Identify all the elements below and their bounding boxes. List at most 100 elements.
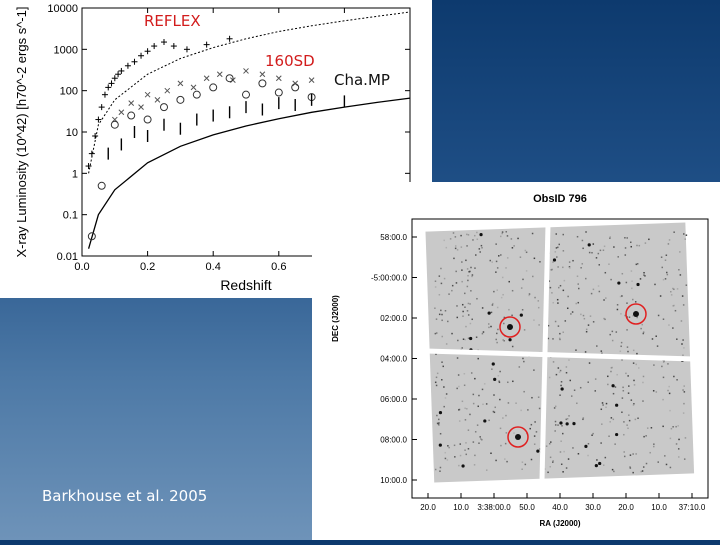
noise-pixel [458, 374, 460, 376]
noise-pixel [598, 285, 600, 287]
noise-pixel [476, 232, 478, 234]
noise-pixel [519, 366, 521, 368]
noise-pixel [585, 351, 587, 353]
xray-source [479, 233, 482, 236]
noise-pixel [593, 321, 595, 323]
noise-pixel [500, 445, 502, 447]
noise-pixel [626, 329, 628, 331]
noise-pixel [661, 366, 663, 368]
noise-pixel [482, 333, 484, 335]
noise-pixel [491, 312, 493, 314]
noise-pixel [578, 302, 580, 304]
noise-pixel [600, 250, 602, 252]
noise-pixel [497, 267, 499, 269]
noise-pixel [580, 267, 582, 269]
noise-pixel [505, 443, 507, 445]
noise-pixel [493, 394, 495, 396]
noise-pixel [629, 420, 631, 422]
noise-pixel [567, 308, 569, 310]
noise-pixel [643, 331, 645, 333]
noise-pixel [677, 288, 679, 290]
noise-pixel [507, 257, 509, 259]
noise-pixel [464, 293, 466, 295]
noise-pixel [607, 376, 609, 378]
noise-pixel [552, 261, 554, 263]
noise-pixel [453, 232, 455, 234]
xray-source [611, 384, 614, 387]
noise-pixel [466, 245, 468, 247]
noise-pixel [486, 403, 488, 405]
noise-pixel [532, 233, 534, 235]
noise-pixel [620, 346, 622, 348]
noise-pixel [668, 324, 670, 326]
noise-pixel [686, 234, 688, 236]
noise-pixel [477, 406, 479, 408]
noise-pixel [638, 367, 640, 369]
y-tick-label: 1000 [54, 44, 78, 56]
noise-pixel [564, 280, 566, 282]
noise-pixel [512, 381, 514, 383]
noise-pixel [605, 272, 607, 274]
noise-pixel [660, 295, 662, 297]
noise-pixel [643, 376, 645, 378]
noise-pixel [441, 361, 443, 363]
noise-pixel [497, 307, 499, 309]
noise-pixel [468, 314, 470, 316]
noise-pixel [481, 247, 483, 249]
xray-source [508, 338, 511, 341]
noise-pixel [511, 238, 513, 240]
noise-pixel [440, 433, 442, 435]
noise-pixel [472, 274, 474, 276]
noise-pixel [627, 428, 629, 430]
noise-pixel [667, 390, 669, 392]
noise-pixel [522, 279, 524, 281]
noise-pixel [632, 472, 634, 474]
noise-pixel [665, 278, 667, 280]
noise-pixel [550, 466, 552, 468]
noise-pixel [502, 339, 504, 341]
noise-pixel [684, 391, 686, 393]
noise-pixel [575, 349, 577, 351]
noise-pixel [439, 294, 441, 296]
noise-pixel [559, 394, 561, 396]
noise-pixel [630, 242, 632, 244]
noise-pixel [584, 318, 586, 320]
noise-pixel [513, 245, 515, 247]
noise-pixel [494, 407, 496, 409]
ra-tick-label: 40.0 [552, 503, 568, 512]
noise-pixel [624, 456, 626, 458]
noise-pixel [470, 323, 472, 325]
cluster-source [633, 311, 639, 317]
noise-pixel [563, 234, 565, 236]
noise-pixel [613, 393, 615, 395]
noise-pixel [551, 269, 553, 271]
noise-pixel [672, 327, 674, 329]
noise-pixel [675, 310, 677, 312]
noise-pixel [455, 236, 457, 238]
noise-pixel [591, 434, 593, 436]
noise-pixel [469, 271, 471, 273]
noise-pixel [483, 331, 485, 333]
noise-pixel [502, 417, 504, 419]
noise-pixel [517, 238, 519, 240]
noise-pixel [682, 295, 684, 297]
noise-pixel [552, 338, 554, 340]
noise-pixel [560, 285, 562, 287]
noise-pixel [488, 420, 490, 422]
noise-pixel [524, 329, 526, 331]
noise-pixel [657, 345, 659, 347]
noise-pixel [443, 406, 445, 408]
noise-pixel [632, 453, 634, 455]
noise-pixel [587, 381, 589, 383]
noise-pixel [521, 469, 523, 471]
noise-pixel [462, 311, 464, 313]
noise-pixel [609, 334, 611, 336]
sd160-label: 160SD [265, 52, 315, 70]
noise-pixel [523, 391, 525, 393]
noise-pixel [661, 256, 663, 258]
noise-pixel [657, 461, 659, 463]
noise-pixel [488, 327, 490, 329]
noise-pixel [599, 264, 601, 266]
noise-pixel [522, 309, 524, 311]
noise-pixel [627, 375, 629, 377]
